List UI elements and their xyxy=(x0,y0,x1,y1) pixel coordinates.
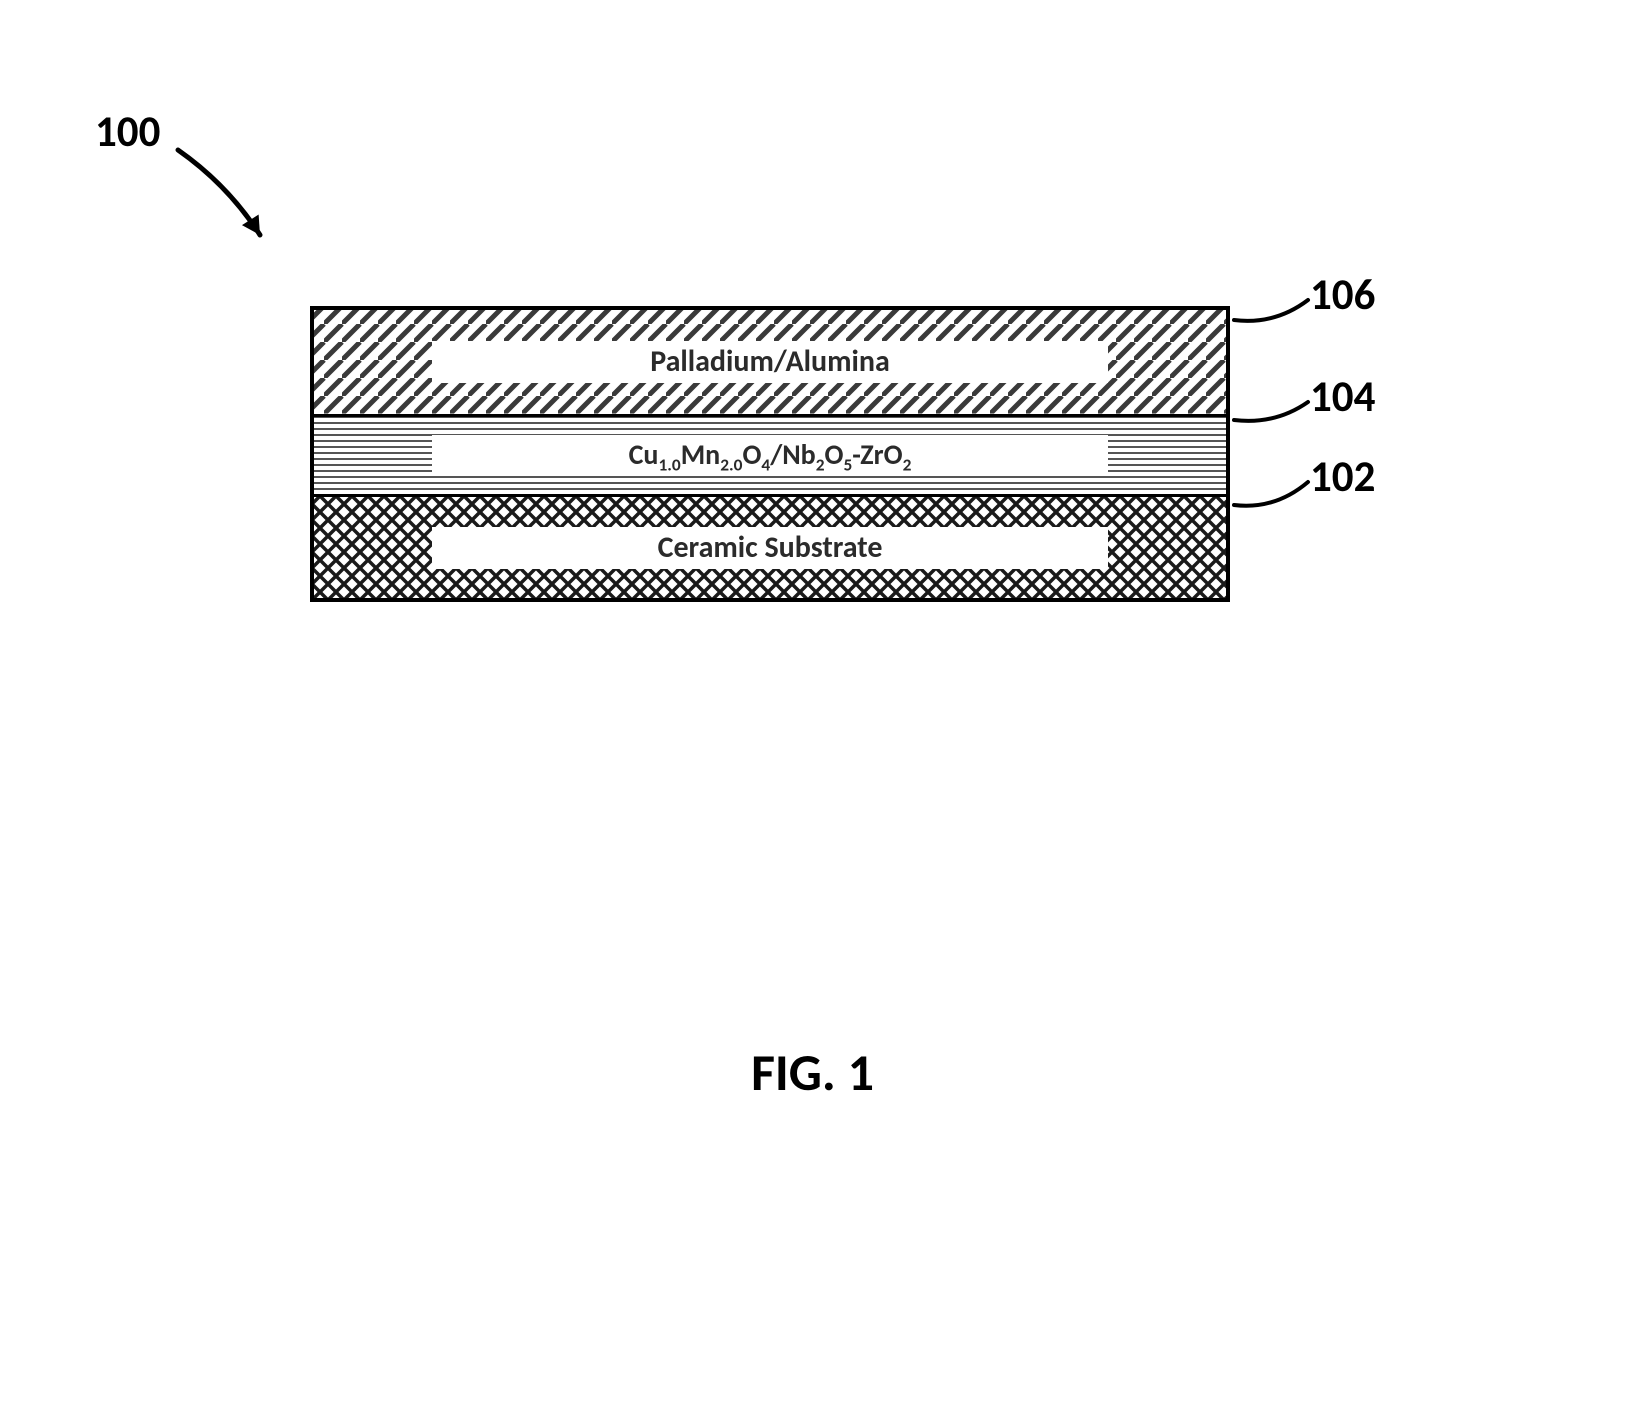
layer-106: Palladium/Alumina xyxy=(314,310,1226,414)
figure-caption: FIG. 1 xyxy=(751,1040,874,1104)
layer-102-label: Ceramic Substrate xyxy=(432,527,1108,569)
callout-106: 106 xyxy=(1310,268,1375,321)
callout-102: 102 xyxy=(1310,450,1375,503)
layer-104: Cu1.0Mn2.0O4/Nb2O5-ZrO2 xyxy=(314,414,1226,495)
figure-canvas: Palladium/Alumina Cu1.0Mn2.0O4/Nb2O5-ZrO2… xyxy=(0,0,1625,1412)
figure-reference-number: 100 xyxy=(95,105,160,158)
layer-106-label: Palladium/Alumina xyxy=(432,341,1108,383)
layer-104-label: Cu1.0Mn2.0O4/Nb2O5-ZrO2 xyxy=(432,435,1108,475)
layer-102: Ceramic Substrate xyxy=(314,494,1226,598)
callout-104: 104 xyxy=(1310,370,1375,423)
layer-stack: Palladium/Alumina Cu1.0Mn2.0O4/Nb2O5-ZrO2… xyxy=(310,306,1230,602)
